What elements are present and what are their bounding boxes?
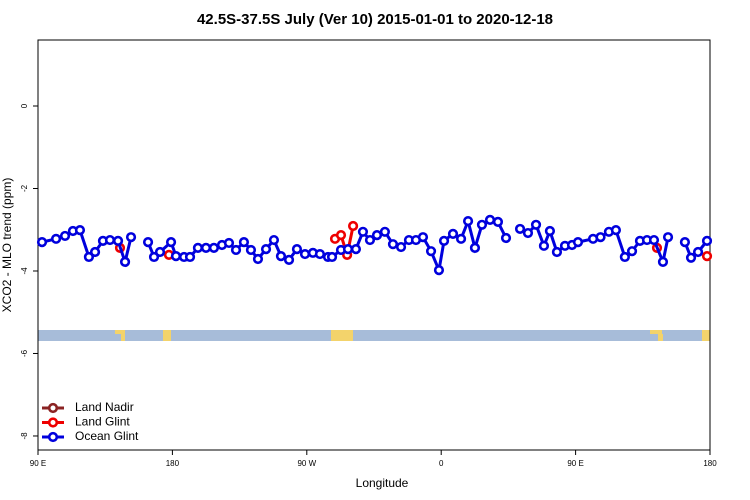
data-point bbox=[357, 226, 369, 237]
data-point bbox=[200, 242, 212, 253]
data-point bbox=[514, 223, 526, 235]
chart-title: 42.5S-37.5S July (Ver 10) 2015-01-01 to … bbox=[197, 11, 553, 28]
data-point bbox=[685, 252, 697, 263]
data-point bbox=[252, 253, 264, 265]
data-point bbox=[314, 248, 326, 260]
data-point bbox=[438, 235, 450, 246]
data-point bbox=[50, 233, 62, 244]
y-tick-label: -4 bbox=[20, 267, 29, 275]
data-point bbox=[476, 219, 488, 230]
x-tick-label: 0 bbox=[439, 459, 444, 468]
plot-frame bbox=[37, 39, 711, 451]
data-point bbox=[125, 232, 137, 243]
data-point bbox=[119, 256, 131, 268]
legend-marker bbox=[47, 417, 59, 428]
data-point bbox=[326, 251, 338, 263]
data-point bbox=[192, 242, 204, 253]
y-tick-label: -8 bbox=[20, 432, 29, 440]
data-point bbox=[462, 215, 474, 227]
data-point bbox=[170, 251, 182, 262]
data-point bbox=[184, 251, 196, 263]
x-axis-label: Longitude bbox=[356, 476, 409, 490]
y-tick-label: 0 bbox=[20, 103, 29, 108]
data-point bbox=[275, 251, 287, 262]
data-point bbox=[371, 230, 383, 241]
data-point bbox=[657, 256, 669, 268]
data-point bbox=[692, 246, 704, 258]
data-point bbox=[455, 233, 467, 244]
y-tick-label: -6 bbox=[20, 349, 29, 357]
data-point bbox=[335, 230, 347, 241]
legend-label: Ocean Glint bbox=[75, 429, 139, 443]
data-point bbox=[36, 237, 48, 248]
data-point bbox=[223, 237, 235, 249]
data-point bbox=[364, 234, 376, 246]
data-point bbox=[59, 230, 71, 242]
data-point bbox=[538, 240, 550, 251]
x-tick-label: 180 bbox=[166, 459, 180, 468]
data-point bbox=[595, 232, 606, 243]
data-point bbox=[484, 214, 496, 225]
y-axis-label: XCO2 - MLO trend (ppm) bbox=[0, 178, 14, 313]
data-point bbox=[350, 244, 362, 255]
data-point bbox=[230, 244, 242, 256]
x-tick-label: 90 W bbox=[297, 459, 316, 468]
data-point bbox=[283, 254, 295, 265]
legend-label: Land Glint bbox=[75, 415, 130, 429]
data-point bbox=[112, 235, 124, 246]
data-point bbox=[268, 234, 280, 246]
data-point bbox=[142, 237, 154, 248]
data-point bbox=[165, 237, 177, 248]
data-point bbox=[522, 227, 534, 239]
data-point bbox=[648, 234, 660, 246]
data-point bbox=[238, 237, 250, 248]
data-point bbox=[469, 242, 481, 253]
data-point bbox=[395, 241, 407, 253]
x-tick-label: 90 E bbox=[567, 459, 583, 468]
data-point bbox=[342, 244, 354, 255]
legend-label: Land Nadir bbox=[75, 400, 134, 414]
data-point bbox=[299, 248, 311, 260]
data-point bbox=[433, 265, 445, 276]
data-point bbox=[447, 228, 459, 239]
data-point bbox=[701, 251, 713, 262]
data-point bbox=[544, 225, 556, 237]
data-point bbox=[425, 246, 437, 257]
y-tick-label: -2 bbox=[20, 184, 29, 192]
data-point bbox=[74, 225, 86, 236]
data-point bbox=[89, 246, 101, 258]
data-point bbox=[83, 251, 95, 263]
data-point bbox=[154, 246, 166, 258]
data-point bbox=[626, 246, 638, 257]
data-point bbox=[245, 244, 257, 256]
data-point bbox=[347, 220, 359, 232]
data-point bbox=[260, 244, 272, 255]
land-ocean-strip bbox=[38, 330, 710, 341]
data-point bbox=[530, 219, 542, 230]
data-point bbox=[679, 237, 691, 248]
data-point bbox=[492, 216, 504, 228]
x-tick-label: 90 E bbox=[30, 459, 46, 468]
data-point bbox=[610, 225, 622, 236]
data-point bbox=[572, 237, 584, 248]
legend-marker bbox=[47, 431, 59, 443]
data-point bbox=[208, 242, 220, 253]
data-point bbox=[500, 232, 512, 244]
data-point bbox=[619, 251, 630, 263]
data-point bbox=[291, 244, 303, 255]
data-point bbox=[701, 235, 713, 246]
data-point bbox=[387, 239, 399, 250]
data-point bbox=[379, 226, 391, 237]
data-point bbox=[417, 232, 429, 243]
data-point bbox=[662, 232, 674, 243]
legend-marker bbox=[47, 402, 59, 414]
data-point bbox=[551, 246, 563, 258]
x-tick-label: 180 bbox=[703, 459, 717, 468]
data-point bbox=[104, 234, 116, 246]
